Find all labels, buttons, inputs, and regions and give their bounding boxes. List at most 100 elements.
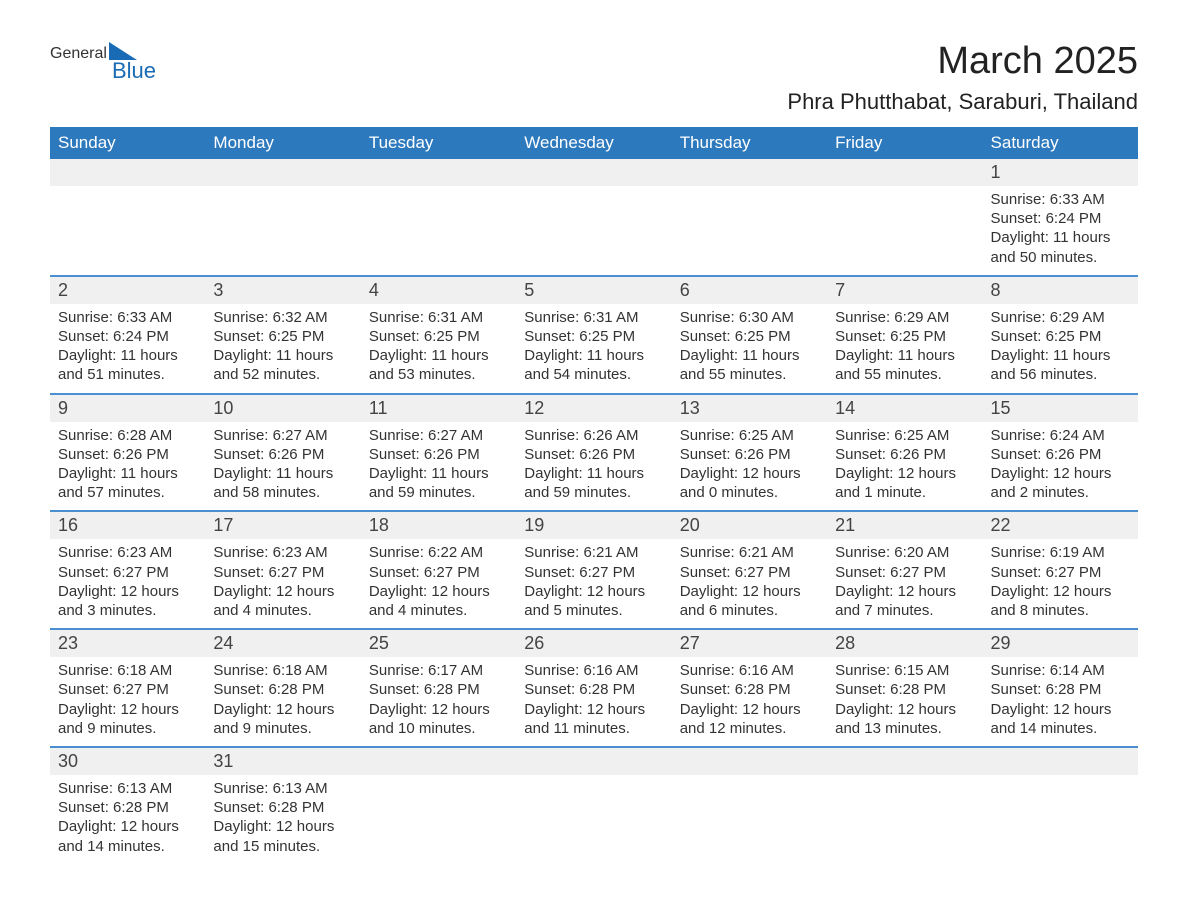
day-detail-cell: Sunrise: 6:18 AMSunset: 6:27 PMDaylight:…	[50, 657, 205, 747]
sunset-text: Sunset: 6:26 PM	[524, 445, 663, 464]
detail-row: Sunrise: 6:33 AMSunset: 6:24 PMDaylight:…	[50, 186, 1138, 276]
title-block: March 2025 Phra Phutthabat, Saraburi, Th…	[787, 40, 1138, 115]
day-detail-cell	[361, 186, 516, 276]
daylight-text: Daylight: 12 hours	[680, 464, 819, 483]
sunrise-text: Sunrise: 6:27 AM	[369, 426, 508, 445]
sunset-text: Sunset: 6:25 PM	[369, 327, 508, 346]
daylight-text: and 50 minutes.	[991, 248, 1130, 267]
day-detail-cell: Sunrise: 6:13 AMSunset: 6:28 PMDaylight:…	[50, 775, 205, 864]
day-detail-cell: Sunrise: 6:29 AMSunset: 6:25 PMDaylight:…	[983, 304, 1138, 394]
sunrise-text: Sunrise: 6:27 AM	[213, 426, 352, 445]
daylight-text: and 14 minutes.	[58, 837, 197, 856]
daylight-text: Daylight: 12 hours	[991, 464, 1130, 483]
day-number-cell: 17	[205, 511, 360, 539]
daylight-text: and 4 minutes.	[213, 601, 352, 620]
day-detail-cell	[827, 186, 982, 276]
day-number-cell: 13	[672, 394, 827, 422]
weekday-header-row: SundayMondayTuesdayWednesdayThursdayFrid…	[50, 127, 1138, 159]
sunrise-text: Sunrise: 6:24 AM	[991, 426, 1130, 445]
day-number-cell: 12	[516, 394, 671, 422]
weekday-header: Friday	[827, 127, 982, 159]
month-title: March 2025	[787, 40, 1138, 83]
sunset-text: Sunset: 6:27 PM	[991, 563, 1130, 582]
logo-flag-icon	[109, 42, 137, 60]
sunset-text: Sunset: 6:25 PM	[991, 327, 1130, 346]
daylight-text: and 58 minutes.	[213, 483, 352, 502]
day-detail-cell: Sunrise: 6:21 AMSunset: 6:27 PMDaylight:…	[672, 539, 827, 629]
day-number-cell: 15	[983, 394, 1138, 422]
day-detail-cell: Sunrise: 6:31 AMSunset: 6:25 PMDaylight:…	[516, 304, 671, 394]
day-number-cell	[361, 747, 516, 775]
daylight-text: Daylight: 11 hours	[680, 346, 819, 365]
daylight-text: and 53 minutes.	[369, 365, 508, 384]
sunset-text: Sunset: 6:28 PM	[369, 680, 508, 699]
sunrise-text: Sunrise: 6:14 AM	[991, 661, 1130, 680]
daylight-text: Daylight: 12 hours	[991, 700, 1130, 719]
day-detail-cell: Sunrise: 6:29 AMSunset: 6:25 PMDaylight:…	[827, 304, 982, 394]
sunset-text: Sunset: 6:27 PM	[680, 563, 819, 582]
day-detail-cell: Sunrise: 6:26 AMSunset: 6:26 PMDaylight:…	[516, 422, 671, 512]
daylight-text: and 1 minute.	[835, 483, 974, 502]
sunrise-text: Sunrise: 6:22 AM	[369, 543, 508, 562]
day-number-cell: 26	[516, 629, 671, 657]
day-detail-cell: Sunrise: 6:25 AMSunset: 6:26 PMDaylight:…	[827, 422, 982, 512]
day-detail-cell: Sunrise: 6:19 AMSunset: 6:27 PMDaylight:…	[983, 539, 1138, 629]
sunrise-text: Sunrise: 6:29 AM	[991, 308, 1130, 327]
daylight-text: and 59 minutes.	[369, 483, 508, 502]
day-detail-cell: Sunrise: 6:22 AMSunset: 6:27 PMDaylight:…	[361, 539, 516, 629]
day-detail-cell	[672, 186, 827, 276]
weekday-header: Wednesday	[516, 127, 671, 159]
logo-general-text: General	[50, 46, 107, 62]
daylight-text: and 2 minutes.	[991, 483, 1130, 502]
sunset-text: Sunset: 6:27 PM	[58, 680, 197, 699]
day-detail-cell: Sunrise: 6:23 AMSunset: 6:27 PMDaylight:…	[50, 539, 205, 629]
sunrise-text: Sunrise: 6:23 AM	[213, 543, 352, 562]
daylight-text: and 51 minutes.	[58, 365, 197, 384]
sunset-text: Sunset: 6:26 PM	[991, 445, 1130, 464]
day-number-cell: 31	[205, 747, 360, 775]
daylight-text: Daylight: 12 hours	[58, 582, 197, 601]
sunset-text: Sunset: 6:25 PM	[213, 327, 352, 346]
day-detail-cell: Sunrise: 6:25 AMSunset: 6:26 PMDaylight:…	[672, 422, 827, 512]
sunrise-text: Sunrise: 6:20 AM	[835, 543, 974, 562]
day-detail-cell	[983, 775, 1138, 864]
day-number-cell: 24	[205, 629, 360, 657]
daylight-text: and 9 minutes.	[213, 719, 352, 738]
daylight-text: and 57 minutes.	[58, 483, 197, 502]
daylight-text: Daylight: 11 hours	[524, 464, 663, 483]
sunrise-text: Sunrise: 6:25 AM	[835, 426, 974, 445]
daylight-text: Daylight: 11 hours	[991, 346, 1130, 365]
detail-row: Sunrise: 6:33 AMSunset: 6:24 PMDaylight:…	[50, 304, 1138, 394]
day-number-cell: 18	[361, 511, 516, 539]
sunrise-text: Sunrise: 6:16 AM	[680, 661, 819, 680]
sunrise-text: Sunrise: 6:31 AM	[369, 308, 508, 327]
day-number-cell: 7	[827, 276, 982, 304]
sunrise-text: Sunrise: 6:21 AM	[524, 543, 663, 562]
sunrise-text: Sunrise: 6:13 AM	[213, 779, 352, 798]
weekday-header: Thursday	[672, 127, 827, 159]
daylight-text: and 15 minutes.	[213, 837, 352, 856]
day-detail-cell: Sunrise: 6:30 AMSunset: 6:25 PMDaylight:…	[672, 304, 827, 394]
daylight-text: and 54 minutes.	[524, 365, 663, 384]
day-number-cell: 9	[50, 394, 205, 422]
day-number-cell: 11	[361, 394, 516, 422]
daylight-text: Daylight: 12 hours	[835, 582, 974, 601]
daylight-text: and 56 minutes.	[991, 365, 1130, 384]
daylight-text: Daylight: 11 hours	[991, 228, 1130, 247]
daynum-row: 1	[50, 159, 1138, 186]
day-number-cell	[672, 747, 827, 775]
detail-row: Sunrise: 6:13 AMSunset: 6:28 PMDaylight:…	[50, 775, 1138, 864]
day-number-cell: 22	[983, 511, 1138, 539]
sunrise-text: Sunrise: 6:31 AM	[524, 308, 663, 327]
daylight-text: Daylight: 12 hours	[991, 582, 1130, 601]
sunset-text: Sunset: 6:26 PM	[835, 445, 974, 464]
day-number-cell	[516, 159, 671, 186]
day-detail-cell: Sunrise: 6:18 AMSunset: 6:28 PMDaylight:…	[205, 657, 360, 747]
sunset-text: Sunset: 6:25 PM	[835, 327, 974, 346]
day-number-cell: 4	[361, 276, 516, 304]
day-number-cell: 16	[50, 511, 205, 539]
day-number-cell: 21	[827, 511, 982, 539]
day-number-cell: 23	[50, 629, 205, 657]
sunrise-text: Sunrise: 6:17 AM	[369, 661, 508, 680]
day-number-cell: 27	[672, 629, 827, 657]
